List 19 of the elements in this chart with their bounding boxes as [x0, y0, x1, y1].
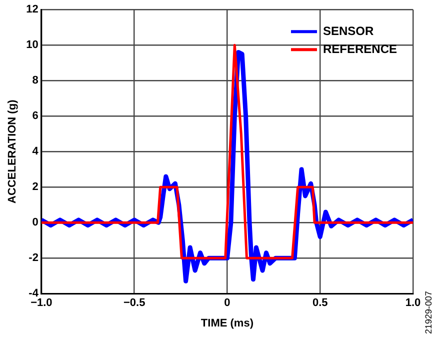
y-tick-label: 12: [26, 4, 38, 16]
text: 21929-007: [423, 290, 434, 334]
y-tick-label: 6: [32, 110, 38, 122]
x-tick-label: 0.5: [312, 297, 328, 310]
y-tick-label: -2: [28, 252, 38, 264]
y-tick-label: 0: [32, 216, 38, 229]
x-tick-label: −1.0: [30, 297, 52, 310]
y-axis-title: ACCELERATION (g): [6, 99, 19, 204]
x-tick-label: −0.5: [123, 297, 146, 310]
legend-label: SENSOR: [322, 24, 374, 38]
x-axis-title: TIME (ms): [200, 317, 254, 330]
y-tick-label: -4: [28, 288, 40, 300]
x-tick-label: 1.0: [405, 297, 421, 310]
legend-label: REFERENCE: [322, 42, 398, 56]
x-tick-label: 0: [224, 297, 230, 310]
y-tick-label: 10: [26, 39, 38, 52]
y-tick-label: 2: [32, 181, 38, 194]
y-tick-label: 4: [32, 146, 40, 158]
y-tick-label: 8: [32, 74, 38, 87]
